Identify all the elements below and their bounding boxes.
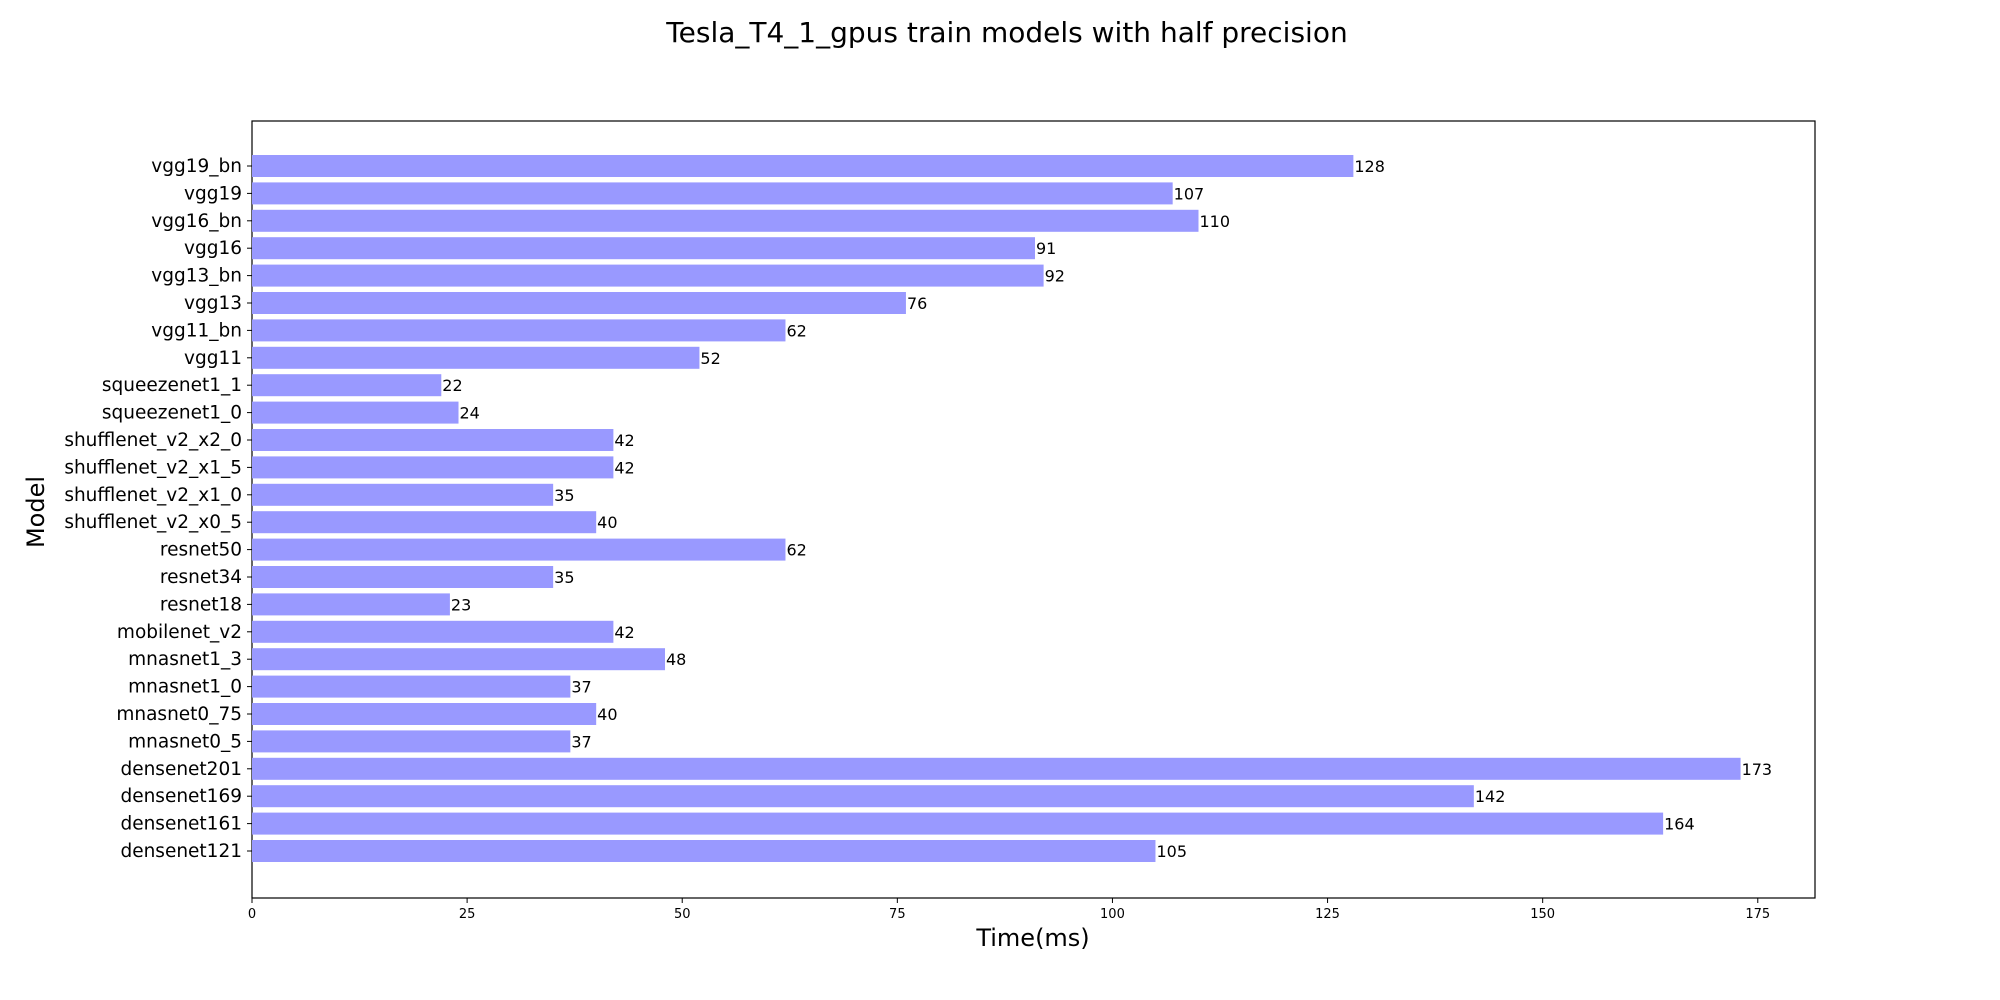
bar-mnasnet1_3 bbox=[252, 648, 666, 671]
plot-frame bbox=[251, 120, 1816, 899]
bar-value-label: 37 bbox=[571, 732, 591, 751]
bar-value-label: 92 bbox=[1045, 267, 1065, 286]
bar-vgg16_bn bbox=[252, 209, 1199, 232]
x-tick-label: 50 bbox=[674, 907, 691, 922]
bar-value-label: 48 bbox=[666, 650, 686, 669]
y-tick-label: shufflenet_v2_x2_0 bbox=[64, 430, 242, 451]
bar-value-label: 52 bbox=[700, 349, 720, 368]
bar-value-label: 37 bbox=[571, 678, 591, 697]
bar-value-label: 42 bbox=[614, 458, 634, 477]
bar-value-label: 91 bbox=[1036, 239, 1056, 258]
y-tick-label: vgg16_bn bbox=[151, 211, 242, 232]
bar-densenet161 bbox=[252, 812, 1664, 835]
y-tick-label: shufflenet_v2_x0_5 bbox=[64, 512, 242, 533]
bar-densenet201 bbox=[252, 757, 1741, 780]
y-tick-label: mnasnet1_3 bbox=[128, 649, 242, 670]
y-tick-label: mobilenet_v2 bbox=[117, 622, 242, 643]
y-tick-label: vgg13 bbox=[184, 293, 242, 314]
y-tick-label: squeezenet1_0 bbox=[102, 403, 242, 424]
bar-value-label: 40 bbox=[597, 513, 617, 532]
bar-shufflenet_v2_x2_0 bbox=[252, 429, 614, 451]
y-tick-label: vgg13_bn bbox=[151, 266, 242, 287]
bar-value-label: 23 bbox=[451, 595, 471, 614]
x-tick-label: 125 bbox=[1315, 907, 1340, 922]
bar-shufflenet_v2_x0_5 bbox=[252, 511, 597, 534]
bar-value-label: 35 bbox=[554, 568, 574, 587]
bar-value-label: 105 bbox=[1156, 842, 1187, 861]
bar-squeezenet1_0 bbox=[252, 401, 459, 424]
bar-value-label: 173 bbox=[1742, 760, 1773, 779]
bar-shufflenet_v2_x1_5 bbox=[252, 456, 614, 479]
y-tick-label: resnet18 bbox=[160, 594, 242, 615]
x-tick-label: 75 bbox=[889, 907, 906, 922]
bars-layer bbox=[252, 155, 1741, 862]
y-tick-label: squeezenet1_1 bbox=[102, 375, 242, 396]
bar-value-labels: 105 164 142 173 37 40 37 48 42 23 35 62 40 35 42 42 24 22… bbox=[442, 157, 1772, 861]
y-tick-label: shufflenet_v2_x1_0 bbox=[64, 485, 242, 506]
bar-value-label: 110 bbox=[1199, 212, 1230, 231]
bar-value-label: 40 bbox=[597, 705, 617, 724]
bar-value-label: 142 bbox=[1475, 787, 1506, 806]
bar-shufflenet_v2_x1_0 bbox=[252, 483, 554, 506]
bar-value-label: 76 bbox=[907, 294, 927, 313]
y-tick-label: densenet161 bbox=[120, 814, 242, 835]
y-tick-label: vgg19_bn bbox=[151, 156, 242, 177]
y-tick-label: vgg19 bbox=[184, 183, 242, 204]
bar-value-label: 35 bbox=[554, 486, 574, 505]
bar-vgg11 bbox=[252, 346, 700, 369]
bar-value-label: 42 bbox=[614, 623, 634, 642]
bar-resnet18 bbox=[252, 593, 450, 616]
y-tick-label: vgg11 bbox=[184, 348, 242, 369]
bar-vgg11_bn bbox=[252, 319, 786, 342]
bar-vgg19_bn bbox=[252, 155, 1354, 177]
bar-value-label: 62 bbox=[786, 541, 806, 560]
bar-vgg13 bbox=[252, 292, 906, 314]
bar-densenet169 bbox=[252, 785, 1474, 808]
bar-vgg19 bbox=[252, 182, 1173, 205]
y-axis-ticks: densenet121 densenet161 densenet169 densene… bbox=[64, 156, 252, 862]
x-tick-label: 175 bbox=[1745, 907, 1770, 922]
x-axis-label: Time(ms) bbox=[975, 924, 1089, 952]
bar-value-label: 128 bbox=[1354, 157, 1385, 176]
y-tick-label: densenet169 bbox=[120, 786, 242, 807]
bar-mnasnet0_75 bbox=[252, 703, 597, 725]
y-tick-label: densenet201 bbox=[120, 759, 242, 780]
x-tick-label: 100 bbox=[1100, 907, 1125, 922]
y-tick-label: shufflenet_v2_x1_5 bbox=[64, 457, 242, 478]
y-axis-label: Model bbox=[22, 476, 50, 548]
bar-mnasnet0_5 bbox=[252, 730, 571, 753]
bar-vgg16 bbox=[252, 237, 1036, 260]
bar-value-label: 42 bbox=[614, 431, 634, 450]
bar-resnet50 bbox=[252, 538, 786, 561]
y-tick-label: vgg16 bbox=[184, 238, 242, 259]
chart-title: Tesla_T4_1_gpus train models with half p… bbox=[665, 16, 1347, 49]
bar-value-label: 24 bbox=[460, 404, 480, 423]
y-tick-label: mnasnet0_75 bbox=[116, 704, 242, 725]
y-tick-label: resnet34 bbox=[160, 567, 242, 588]
bar-mnasnet1_0 bbox=[252, 675, 571, 698]
bar-value-label: 107 bbox=[1174, 184, 1205, 203]
y-tick-label: mnasnet0_5 bbox=[128, 731, 242, 752]
bar-vgg13_bn bbox=[252, 264, 1044, 287]
bar-value-label: 22 bbox=[442, 376, 462, 395]
bar-densenet121 bbox=[252, 840, 1156, 862]
bar-mobilenet_v2 bbox=[252, 620, 614, 643]
y-tick-label: vgg11_bn bbox=[151, 320, 242, 341]
x-axis-ticks: 0 25 50 75 100 125 150 175 bbox=[248, 898, 1770, 922]
bar-value-label: 62 bbox=[786, 321, 806, 340]
y-tick-label: mnasnet1_0 bbox=[128, 677, 242, 698]
x-tick-label: 25 bbox=[459, 907, 476, 922]
bar-squeezenet1_1 bbox=[252, 374, 442, 397]
bar-value-label: 164 bbox=[1664, 815, 1695, 834]
x-tick-label: 0 bbox=[248, 907, 256, 922]
bar-resnet34 bbox=[252, 566, 554, 588]
x-tick-label: 150 bbox=[1530, 907, 1555, 922]
y-tick-label: resnet50 bbox=[160, 540, 242, 561]
y-tick-label: densenet121 bbox=[120, 841, 242, 862]
